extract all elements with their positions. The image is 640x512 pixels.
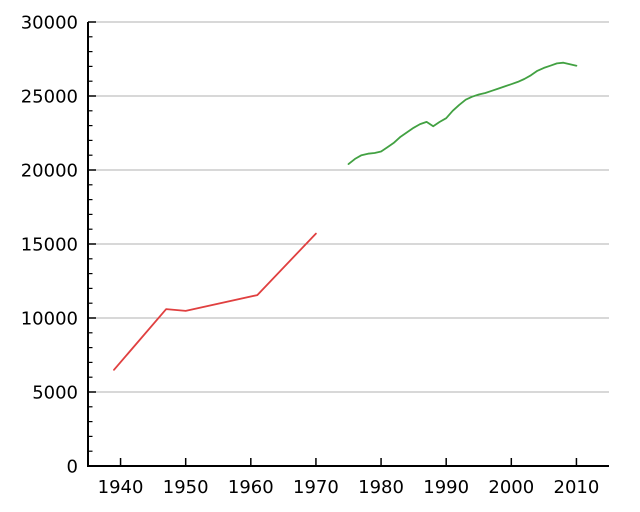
x-tick-label-1990: 1990 <box>423 477 469 498</box>
y-tick-label-30000: 30000 <box>21 13 78 34</box>
series-line-red-series <box>113 232 317 371</box>
y-tick-label-0: 0 <box>67 457 78 478</box>
x-tick-label-1960: 1960 <box>228 477 274 498</box>
y-tick-label-15000: 15000 <box>21 235 78 256</box>
series-line-green-series <box>347 61 578 166</box>
y-tick-label-25000: 25000 <box>21 87 78 108</box>
x-tick-label-1950: 1950 <box>163 477 209 498</box>
x-tick-label-2000: 2000 <box>488 477 534 498</box>
y-tick-label-5000: 5000 <box>32 383 78 404</box>
x-tick-label-1970: 1970 <box>293 477 339 498</box>
y-tick-label-10000: 10000 <box>21 309 78 330</box>
x-tick-label-1980: 1980 <box>358 477 404 498</box>
y-tick-label-20000: 20000 <box>21 161 78 182</box>
x-tick-label-1940: 1940 <box>98 477 144 498</box>
x-tick-label-2010: 2010 <box>554 477 600 498</box>
